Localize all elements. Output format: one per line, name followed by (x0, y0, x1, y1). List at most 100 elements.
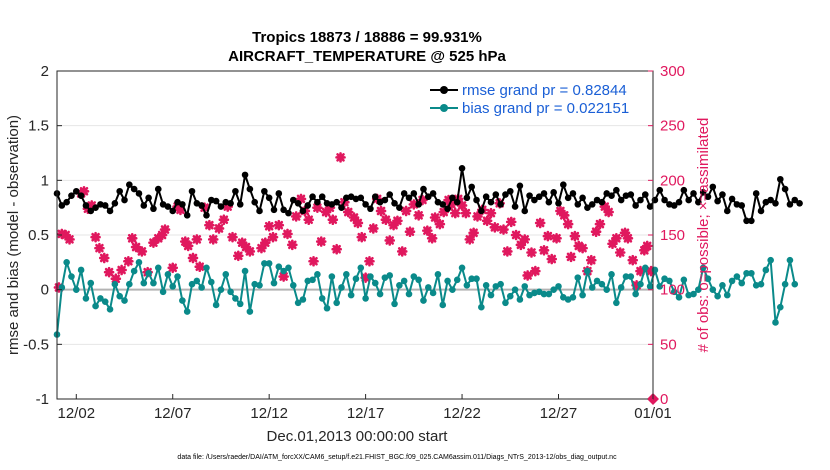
bias-point (236, 300, 244, 308)
rmse-point (690, 190, 697, 197)
rmse-point (251, 198, 259, 206)
obs-assimilated-mark (530, 265, 541, 277)
bias-point (690, 290, 697, 298)
rmse-point (439, 201, 447, 208)
obs-assimilated-mark (240, 241, 252, 253)
rmse-point (723, 207, 731, 215)
rmse-point (150, 205, 157, 213)
obs-assimilated-mark (308, 255, 319, 267)
rmse-point (386, 191, 394, 198)
bias-point (478, 303, 485, 311)
bias-point (386, 272, 394, 279)
rmse-point (574, 201, 582, 208)
rmse-point (77, 192, 85, 199)
rmse-point (535, 193, 543, 201)
obs-assimilated-mark (136, 246, 148, 257)
obs-assimilated-mark (282, 228, 293, 240)
bias-point (333, 299, 340, 307)
legend-rmse-label: rmse grand pr = 0.82844 (462, 82, 627, 99)
rmse-point (453, 198, 461, 206)
obs-assimilated-mark (577, 242, 588, 254)
right-axis-ticks: 0 50 100 150 200 250 300 (648, 63, 685, 408)
rmse-point (72, 187, 80, 195)
obs-assimilated-mark (175, 204, 186, 216)
bias-point (555, 283, 562, 290)
rmse-point (584, 204, 591, 211)
bias-point (473, 275, 480, 283)
bias-point (516, 296, 524, 303)
rmse-point (126, 181, 133, 189)
bias-point (767, 256, 774, 264)
bias-point (391, 300, 398, 308)
rmse-point (492, 191, 500, 198)
bias-point (261, 260, 268, 267)
rmse-point (478, 207, 485, 215)
bias-point (550, 286, 557, 293)
rmse-point (256, 207, 263, 215)
rmse-point (796, 199, 803, 207)
rmse-point (217, 203, 225, 210)
left-tick-label: 0.5 (28, 227, 49, 244)
bias-point (285, 264, 292, 272)
obs-assimilated-mark (607, 238, 618, 250)
data-file-footnote: data file: /Users/raeder/DAI/ATM_forcXX/… (177, 454, 617, 461)
obs-assimilated-mark (562, 218, 574, 230)
obs-assimilated-mark (614, 247, 626, 258)
obs-assimilated-mark (331, 243, 342, 255)
obs-assimilated-mark (260, 237, 271, 248)
rmse-point (487, 198, 495, 206)
bias-point (574, 274, 582, 281)
bias-point (77, 266, 85, 274)
obs-assimilated-mark (130, 241, 142, 253)
obs-assimilated-mark (187, 252, 199, 264)
rmse-point (555, 199, 562, 207)
bias-point (598, 280, 606, 288)
rmse-point (627, 191, 635, 198)
bias-point (424, 284, 432, 291)
bias-point (434, 271, 442, 278)
rmse-point (588, 201, 596, 208)
bias-point (453, 276, 461, 284)
bias-point (400, 277, 408, 285)
bias-point (159, 288, 167, 296)
bias-point (347, 291, 355, 299)
rmse-point (405, 194, 413, 202)
bias-point (695, 286, 702, 293)
rmse-point (757, 207, 765, 215)
obs-assimilated-mark (627, 254, 639, 266)
obs-assimilated-mark (611, 232, 622, 244)
obs-assimilated-mark (590, 226, 602, 238)
bias-point (323, 304, 331, 312)
obs-assimilated-mark (303, 214, 315, 225)
obs-assimilated-mark (392, 215, 403, 227)
bias-point (222, 271, 230, 278)
obs-assimilated-mark (342, 206, 354, 218)
rmse-point (270, 206, 278, 214)
left-tick-label: 0 (41, 282, 49, 299)
rmse-point (502, 191, 509, 198)
obs-assimilated-mark (585, 254, 597, 266)
bias-point (603, 286, 611, 293)
obs-assimilated-mark (641, 240, 653, 252)
bias-point (179, 297, 186, 304)
obs-assimilated-mark (236, 237, 248, 248)
chart-title: Tropics 18873 / 18886 = 99.931% (252, 29, 482, 46)
left-tick-label: 1.5 (28, 118, 49, 135)
bias-point (227, 288, 234, 296)
rmse-point (285, 209, 292, 217)
obs-assimilated-mark (446, 199, 457, 210)
bias-point (420, 297, 427, 304)
rmse-point (449, 194, 456, 202)
rmse-point (646, 203, 654, 210)
rmse-point (598, 198, 606, 206)
bias-point (121, 297, 128, 304)
obs-marks (53, 152, 659, 405)
rmse-point (728, 195, 736, 203)
rmse-point (232, 187, 239, 195)
rmse-point (641, 191, 649, 198)
bias-point (743, 269, 750, 277)
x-tick-label: 12/02 (58, 405, 96, 422)
bias-point (781, 280, 789, 288)
rmse-point (429, 190, 437, 197)
x-tick-label: 12/07 (154, 405, 192, 422)
